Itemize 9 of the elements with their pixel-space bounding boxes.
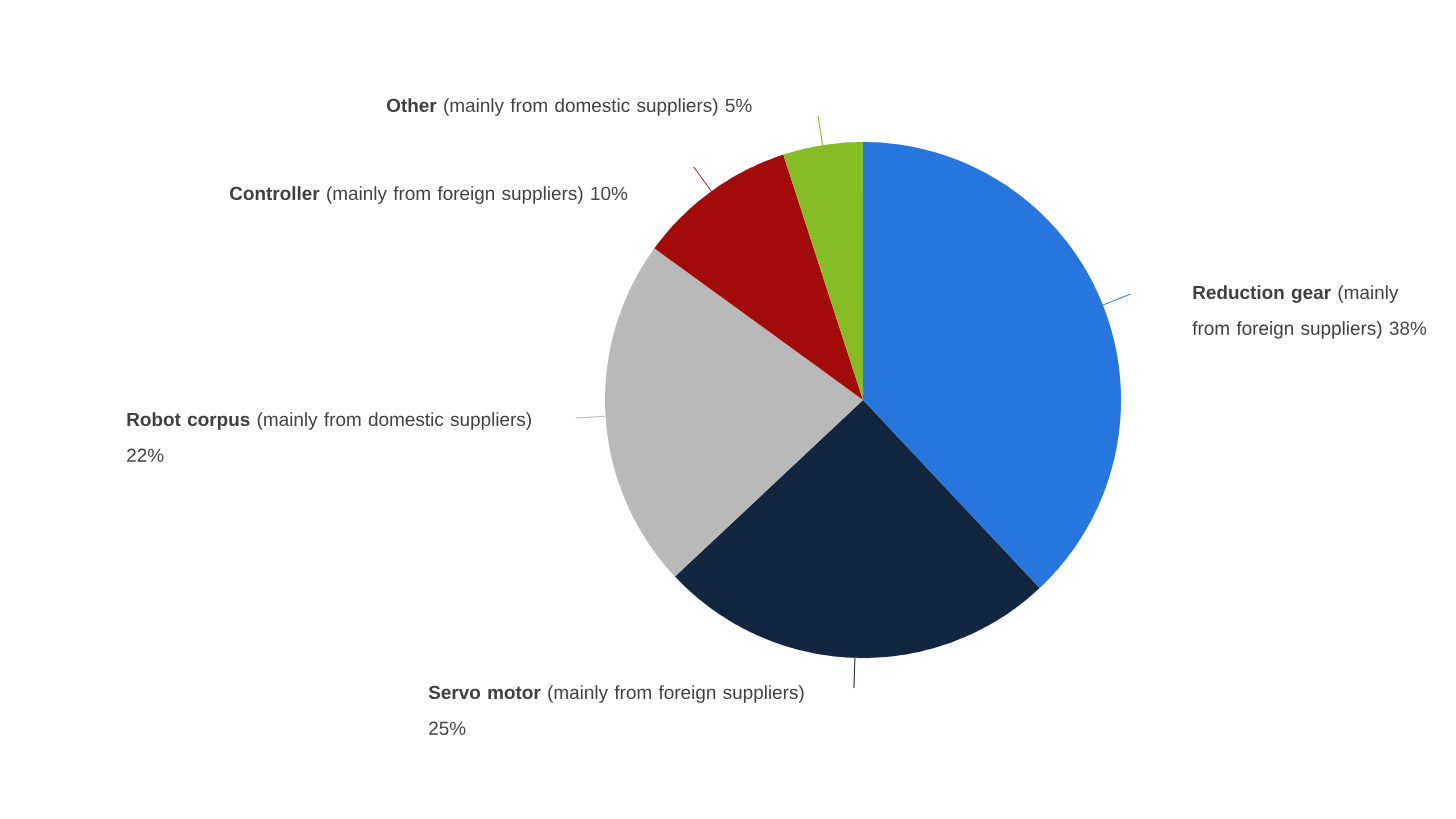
slice-label: Servo motor (mainly from foreign suppliers): [428, 685, 804, 703]
slice-label: Controller (mainly from foreign suppliers): [229, 186, 583, 204]
data-label: 22%: [127, 448, 164, 462]
slice-label: Other (mainly from domestic suppliers): [386, 98, 718, 116]
data-label: 25%: [429, 721, 466, 735]
legend-label: Robot corpus (mainly from domestic suppliers): [127, 412, 531, 430]
data-label: 38%: [1389, 321, 1427, 335]
data-label: 10%: [591, 186, 628, 201]
data-label: 5%: [725, 98, 752, 113]
